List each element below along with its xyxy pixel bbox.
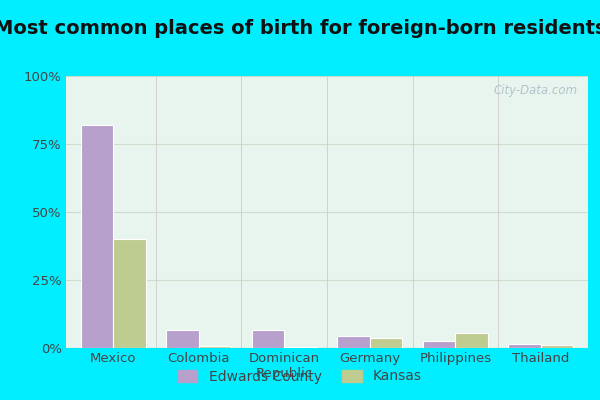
Bar — [423, 341, 455, 348]
Bar — [166, 330, 199, 348]
Legend: Edwards County, Kansas: Edwards County, Kansas — [172, 364, 428, 389]
Bar — [337, 336, 370, 348]
Bar — [455, 333, 488, 348]
Bar — [284, 347, 317, 348]
Text: City-Data.com: City-Data.com — [493, 84, 578, 97]
Bar — [80, 125, 113, 348]
Bar — [541, 345, 574, 348]
Bar — [370, 338, 403, 348]
Text: Most common places of birth for foreign-born residents: Most common places of birth for foreign-… — [0, 18, 600, 38]
Bar — [113, 239, 146, 348]
Bar — [199, 346, 231, 348]
Bar — [251, 330, 284, 348]
Bar — [508, 344, 541, 348]
